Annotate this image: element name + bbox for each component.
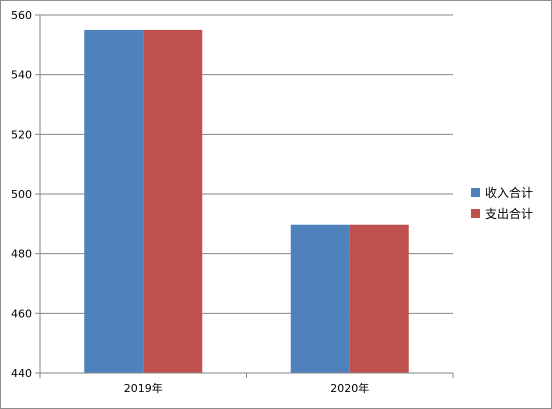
bar-收入合计-2020年 <box>290 224 350 373</box>
bars <box>84 29 409 374</box>
y-tick-label: 540 <box>11 69 32 82</box>
y-tick-label: 520 <box>11 128 32 141</box>
x-axis-ticks: 2019年 2020年 <box>39 373 454 395</box>
x-tick-label: 2020年 <box>330 381 369 395</box>
y-tick-label: 460 <box>11 307 32 320</box>
x-tick-label: 2019年 <box>124 381 163 395</box>
legend-swatch <box>471 209 480 218</box>
y-tick-label: 440 <box>11 367 32 380</box>
y-axis-ticks: 440 460 480 500 520 540 560 <box>11 9 40 380</box>
legend-swatch <box>471 188 480 197</box>
bar-支出合计-2019年 <box>143 29 203 374</box>
y-tick-label: 560 <box>11 9 32 22</box>
legend-label: 支出合计 <box>485 206 533 221</box>
legend-label: 收入合计 <box>485 185 533 200</box>
y-tick-label: 480 <box>11 248 32 261</box>
y-tick-label: 500 <box>11 188 32 201</box>
bar-收入合计-2019年 <box>84 29 144 374</box>
bar-支出合计-2020年 <box>349 224 409 373</box>
